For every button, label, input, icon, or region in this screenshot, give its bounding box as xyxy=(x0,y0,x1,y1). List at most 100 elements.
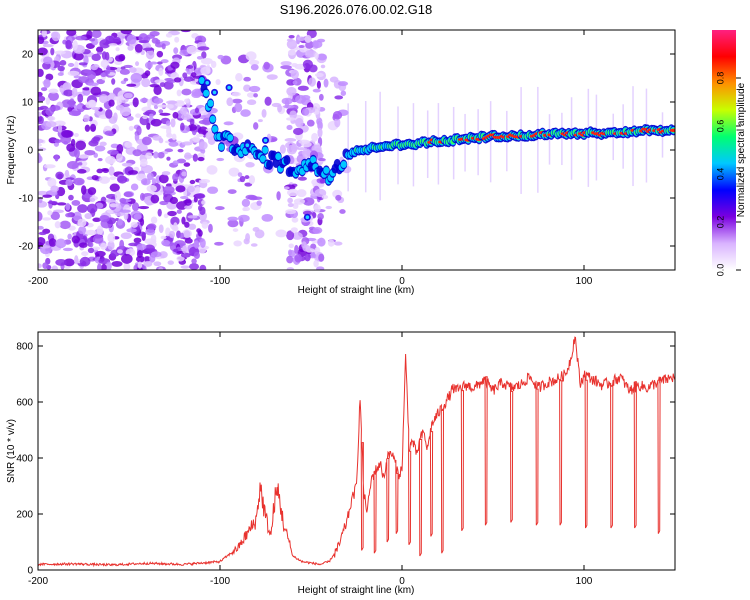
noise-speck xyxy=(48,88,59,94)
noise-speck xyxy=(264,96,272,106)
noise-speck xyxy=(163,81,174,90)
noise-speck xyxy=(245,51,257,61)
noise-speck xyxy=(51,31,61,42)
noise-speck xyxy=(85,43,95,49)
noise-speck xyxy=(217,54,224,60)
noise-speck xyxy=(114,190,121,201)
noise-speck xyxy=(146,223,157,230)
noise-speck xyxy=(189,179,196,185)
noise-speck xyxy=(77,93,84,103)
noise-speck xyxy=(116,67,121,72)
noise-speck xyxy=(106,209,114,214)
noise-speck xyxy=(158,137,164,144)
noise-speck xyxy=(134,43,143,53)
noise-speck xyxy=(304,35,312,43)
noise-speck xyxy=(201,200,206,205)
noise-speck xyxy=(186,185,195,193)
noise-speck xyxy=(173,222,178,231)
noise-speck xyxy=(234,102,243,113)
noise-speck xyxy=(317,53,328,61)
noise-speck xyxy=(198,178,211,184)
noise-speck xyxy=(126,115,134,121)
noise-speck xyxy=(77,154,90,159)
colorbar-gradient xyxy=(712,30,736,270)
noise-speck xyxy=(184,98,190,104)
noise-speck xyxy=(119,239,125,250)
noise-speck xyxy=(67,233,72,240)
noise-speck xyxy=(183,230,191,238)
x-tick-label: 100 xyxy=(576,576,593,587)
noise-speck xyxy=(141,136,152,146)
noise-speck xyxy=(182,245,188,254)
noise-speck xyxy=(279,144,286,154)
noise-speck xyxy=(120,232,132,240)
noise-speck xyxy=(142,115,148,120)
noise-speck xyxy=(144,61,153,69)
noise-speck xyxy=(42,194,53,198)
noise-speck xyxy=(55,238,67,249)
noise-speck xyxy=(166,132,173,138)
noise-speck xyxy=(114,55,125,62)
noise-speck xyxy=(109,203,118,208)
noise-speck xyxy=(54,120,66,127)
noise-speck xyxy=(314,52,319,60)
y-tick-label: 400 xyxy=(16,454,33,465)
noise-speck xyxy=(193,240,200,249)
noise-speck xyxy=(128,125,134,131)
noise-speck xyxy=(106,65,111,75)
noise-speck xyxy=(65,39,72,49)
noise-speck xyxy=(167,260,175,265)
noise-speck xyxy=(302,210,313,216)
noise-speck xyxy=(113,112,118,122)
noise-speck xyxy=(38,107,44,111)
noise-speck xyxy=(99,141,107,147)
noise-speck xyxy=(261,108,267,118)
noise-speck xyxy=(169,196,179,205)
noise-speck xyxy=(245,162,255,168)
noise-speck xyxy=(288,249,296,258)
noise-speck xyxy=(157,61,163,65)
colorbar-tick-label: 0.2 xyxy=(716,216,726,229)
noise-speck xyxy=(78,62,88,66)
noise-speck xyxy=(173,248,179,253)
noise-speck xyxy=(153,85,162,96)
noise-speck xyxy=(119,197,127,204)
noise-speck xyxy=(319,179,326,184)
noise-speck xyxy=(102,168,109,173)
noise-speck xyxy=(289,110,298,120)
noise-speck xyxy=(163,213,169,219)
noise-speck xyxy=(232,228,239,232)
noise-speck xyxy=(63,89,74,97)
noise-speck xyxy=(130,183,139,191)
noise-speck xyxy=(253,122,259,130)
noise-speck xyxy=(38,231,47,236)
noise-speck xyxy=(42,44,54,48)
noise-speck xyxy=(38,138,44,144)
noise-speck xyxy=(45,120,57,128)
noise-speck xyxy=(47,200,58,205)
noise-speck xyxy=(201,51,207,59)
noise-speck xyxy=(180,122,185,131)
noise-speck xyxy=(107,233,116,243)
noise-speck xyxy=(327,239,335,247)
noise-speck xyxy=(38,68,44,78)
noise-speck xyxy=(150,118,162,127)
noise-speck xyxy=(105,108,113,119)
noise-speck xyxy=(156,50,164,58)
noise-speck xyxy=(55,259,67,266)
noise-speck xyxy=(133,213,142,220)
noise-speck xyxy=(47,210,53,216)
noise-speck xyxy=(297,176,307,181)
noise-speck xyxy=(286,79,296,86)
noise-speck xyxy=(184,238,193,244)
noise-speck xyxy=(323,78,329,88)
noise-speck xyxy=(184,198,192,206)
noise-speck xyxy=(68,194,74,201)
noise-speck xyxy=(54,50,66,55)
noise-speck xyxy=(117,218,123,226)
noise-speck xyxy=(47,115,56,121)
noise-speck xyxy=(318,253,325,262)
snr-x-ticks: -200 -100 0 100 xyxy=(28,332,593,587)
noise-speck xyxy=(109,176,117,181)
noise-speck xyxy=(334,95,344,100)
